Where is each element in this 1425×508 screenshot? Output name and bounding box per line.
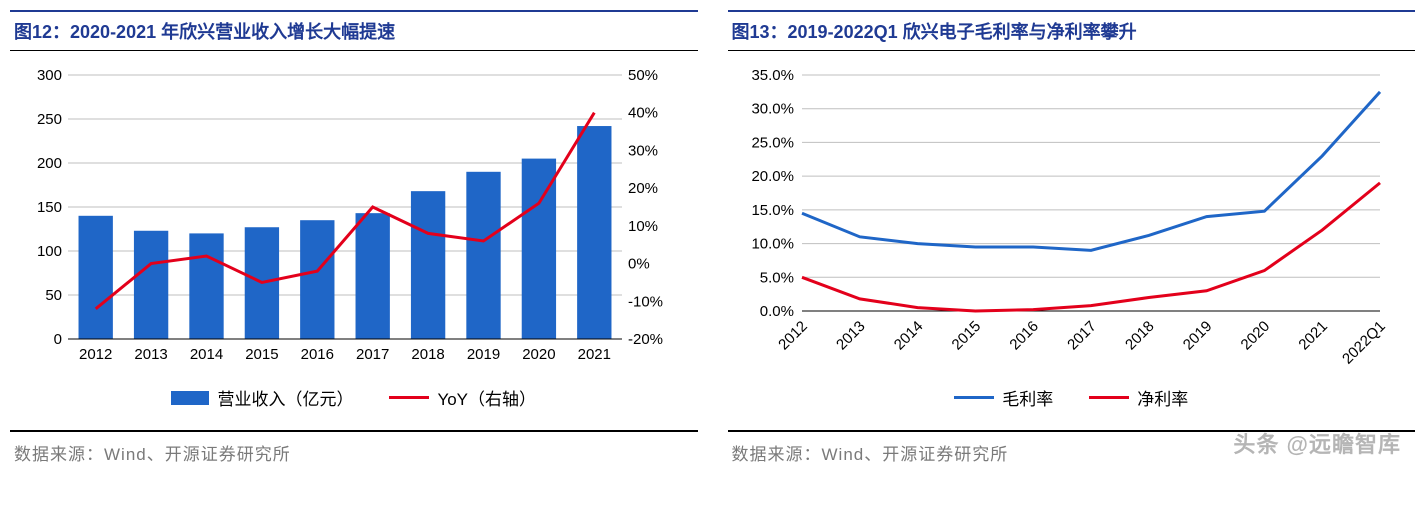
legend-bar-label: 营业收入（亿元） — [217, 385, 353, 410]
svg-text:2015: 2015 — [948, 318, 984, 354]
svg-text:2016: 2016 — [301, 346, 334, 363]
svg-text:2013: 2013 — [134, 346, 167, 363]
panel-left: 图12：2020-2021 年欣兴营业收入增长大幅提速 0 50 100 150 200… — [10, 10, 698, 465]
svg-text:15.0%: 15.0% — [751, 202, 794, 219]
svg-text:25.0%: 25.0% — [751, 134, 794, 151]
svg-text:10%: 10% — [628, 218, 658, 235]
svg-text:100: 100 — [37, 243, 62, 260]
legend-item-净利率: 净利率 — [1089, 385, 1188, 410]
svg-text:-20%: -20% — [628, 331, 663, 348]
legend-line: YoY（右轴） — [389, 385, 536, 410]
svg-text:2017: 2017 — [356, 346, 389, 363]
svg-text:2021: 2021 — [1295, 318, 1331, 354]
svg-text:2017: 2017 — [1064, 318, 1100, 354]
svg-text:40%: 40% — [628, 105, 658, 122]
svg-text:10.0%: 10.0% — [751, 236, 794, 253]
legend-label: 毛利率 — [1002, 385, 1053, 410]
svg-text:30%: 30% — [628, 142, 658, 159]
legend-left: 营业收入（亿元） YoY（右轴） — [20, 375, 688, 424]
source-right: 数据来源：Wind、开源证券研究所 — [728, 432, 1416, 465]
svg-text:2018: 2018 — [411, 346, 444, 363]
legend-line-label: YoY（右轴） — [437, 385, 536, 410]
svg-text:5.0%: 5.0% — [759, 269, 793, 286]
svg-text:150: 150 — [37, 199, 62, 216]
line-swatch-icon — [389, 396, 429, 399]
legend-bar: 营业收入（亿元） — [171, 385, 353, 410]
svg-text:2014: 2014 — [890, 318, 926, 354]
svg-text:2019: 2019 — [467, 346, 500, 363]
svg-text:35.0%: 35.0% — [751, 67, 794, 84]
svg-text:200: 200 — [37, 155, 62, 172]
svg-text:2013: 2013 — [833, 318, 869, 354]
chart-title-left: 图12：2020-2021 年欣兴营业收入增长大幅提速 — [10, 10, 698, 51]
svg-text:50%: 50% — [628, 67, 658, 84]
svg-text:20.0%: 20.0% — [751, 168, 794, 185]
bar-swatch-icon — [171, 391, 209, 405]
svg-text:30.0%: 30.0% — [751, 101, 794, 118]
svg-text:2012: 2012 — [775, 318, 811, 354]
line-swatch-icon — [1089, 396, 1129, 399]
legend-right: 毛利率 净利率 — [738, 375, 1406, 424]
svg-text:2012: 2012 — [79, 346, 112, 363]
plot-right: 0.0% 5.0% 10.0% 15.0% 20.0% 25.0% 30.0% 35.0% 20… — [728, 51, 1416, 430]
legend-item-毛利率: 毛利率 — [954, 385, 1053, 410]
svg-text:2014: 2014 — [190, 346, 223, 363]
chart-svg-left: 0 50 100 150 200 250 300 -20% -10% 0% 10% 20% 30% 40%… — [20, 65, 680, 375]
svg-text:50: 50 — [45, 287, 62, 304]
chart-title-right: 图13：2019-2022Q1 欣兴电子毛利率与净利率攀升 — [728, 10, 1416, 51]
svg-text:2020: 2020 — [522, 346, 555, 363]
svg-text:20%: 20% — [628, 180, 658, 197]
line-swatch-icon — [954, 396, 994, 399]
svg-text:0: 0 — [54, 331, 62, 348]
svg-text:2016: 2016 — [1006, 318, 1042, 354]
svg-text:0%: 0% — [628, 256, 650, 273]
panel-right: 图13：2019-2022Q1 欣兴电子毛利率与净利率攀升 0.0% 5.0% 10… — [728, 10, 1416, 465]
svg-text:-10%: -10% — [628, 293, 663, 310]
chart-svg-right: 0.0% 5.0% 10.0% 15.0% 20.0% 25.0% 30.0% 35.0% 20… — [738, 65, 1398, 375]
plot-left: 0 50 100 150 200 250 300 -20% -10% 0% 10% 20% 30% 40%… — [10, 51, 698, 430]
svg-text:2020: 2020 — [1237, 318, 1273, 354]
legend-label: 净利率 — [1137, 385, 1188, 410]
svg-text:2018: 2018 — [1122, 318, 1158, 354]
svg-text:2019: 2019 — [1179, 318, 1215, 354]
svg-text:0.0%: 0.0% — [759, 303, 793, 320]
svg-text:2022Q1: 2022Q1 — [1339, 318, 1389, 368]
svg-text:250: 250 — [37, 111, 62, 128]
svg-text:2015: 2015 — [245, 346, 278, 363]
svg-text:300: 300 — [37, 67, 62, 84]
source-left: 数据来源：Wind、开源证券研究所 — [10, 432, 698, 465]
svg-text:2021: 2021 — [578, 346, 611, 363]
